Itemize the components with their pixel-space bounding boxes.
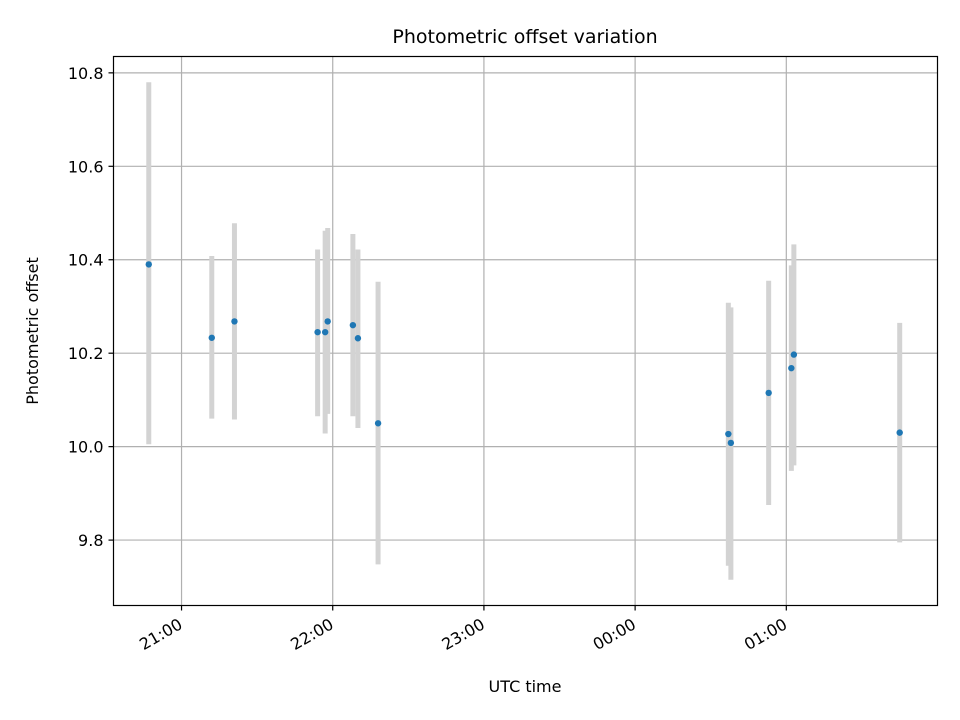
y-tick-label: 10.0 <box>68 438 104 457</box>
plot-frame <box>112 55 939 607</box>
y-tick-label: 10.2 <box>68 344 104 363</box>
data-point <box>765 389 772 397</box>
data-points <box>145 261 903 447</box>
data-point <box>208 334 215 341</box>
y-tick-label: 10.4 <box>68 251 104 270</box>
y-tick-label: 9.8 <box>78 531 103 550</box>
y-tick-label: 10.8 <box>68 64 104 83</box>
grid <box>113 56 938 606</box>
data-point <box>321 328 329 336</box>
x-axis-label: UTC time <box>489 677 562 696</box>
data-point <box>349 321 357 329</box>
data-point <box>354 335 362 342</box>
data-point <box>725 430 732 438</box>
data-point <box>790 351 798 358</box>
data-point <box>374 420 382 427</box>
data-point <box>314 328 321 336</box>
y-axis: 9.8 10.0 10.2 10.4 10.6 10.8 <box>68 64 114 550</box>
data-point <box>324 318 331 325</box>
data-point <box>896 429 903 436</box>
data-point <box>727 439 735 447</box>
data-point <box>231 318 238 325</box>
chart-title: Photometric offset variation <box>392 26 657 48</box>
data-point <box>788 364 795 372</box>
data-point <box>145 261 152 268</box>
y-tick-label: 10.6 <box>68 157 104 176</box>
y-axis-label: Photometric offset <box>23 257 42 405</box>
